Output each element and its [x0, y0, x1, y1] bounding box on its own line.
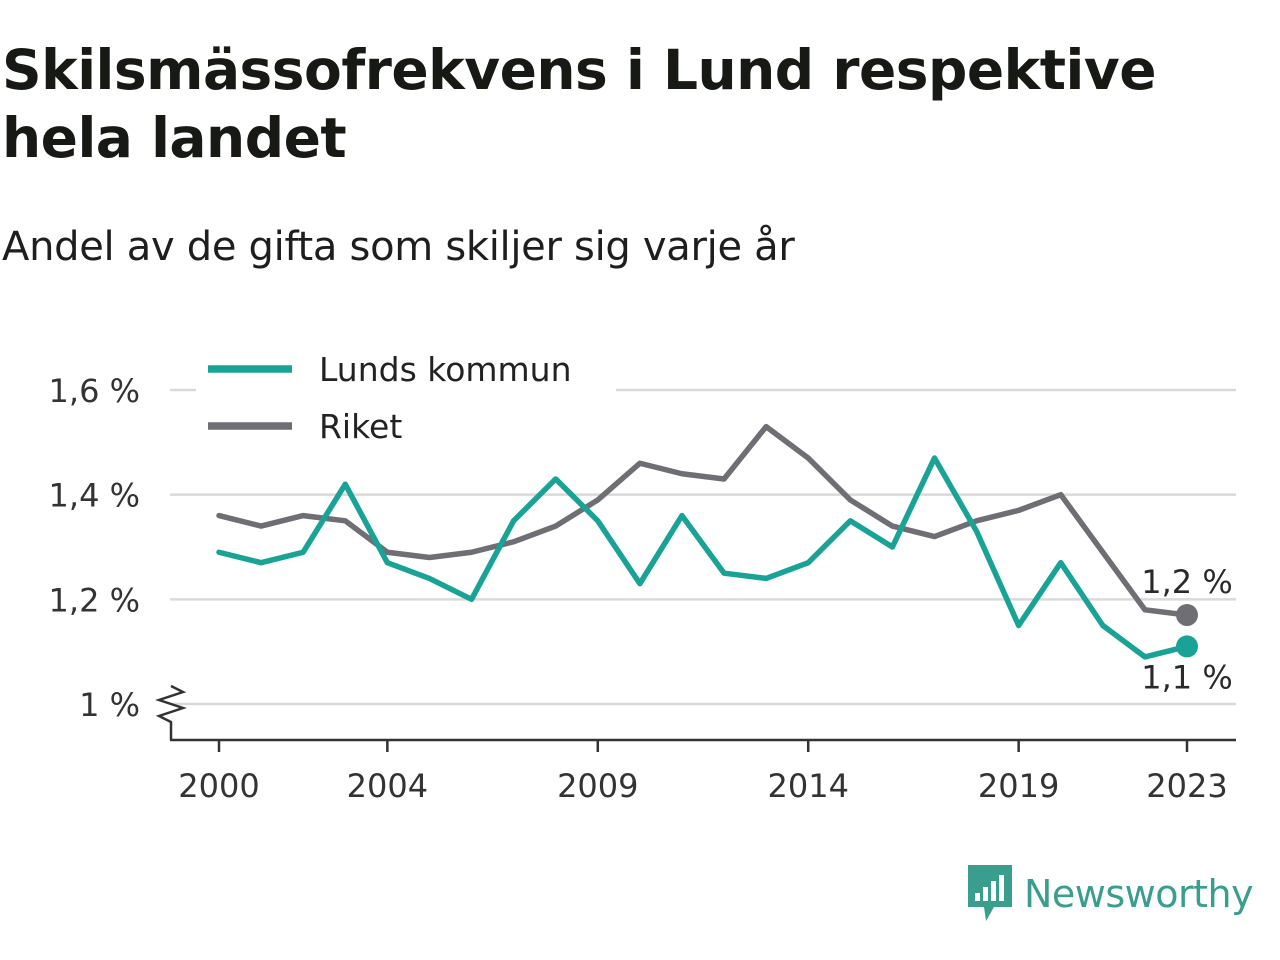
legend: Lunds kommun Riket: [196, 340, 616, 452]
chart-subtitle: Andel av de gifta som skiljer sig varje …: [2, 224, 795, 270]
x-tick-label: 2023: [1146, 767, 1227, 805]
x-tick-label: 2014: [767, 767, 848, 805]
end-labels: 1,2 % 1,1 %: [1141, 563, 1232, 696]
legend-background: [196, 340, 616, 452]
end-label-riket: 1,2 %: [1141, 563, 1232, 601]
x-tick-label: 2019: [978, 767, 1059, 805]
legend-label: Lunds kommun: [319, 350, 572, 389]
x-tick-label: 2004: [347, 767, 428, 805]
series-line-lunds-kommun: [216, 455, 1190, 660]
end-label-lunds-kommun: 1,1 %: [1141, 658, 1232, 696]
brand-logo: Newsworthy: [964, 862, 1254, 926]
x-tick-label: 2009: [557, 767, 638, 805]
chart-title: Skilsmässofrekvens i Lund respektive hel…: [2, 38, 1157, 170]
x-tick-label: 2000: [178, 767, 259, 805]
axes: 1 % 1,2 % 1,4 % 1,6 % 2000 2004 2009 2014 2019 20…: [49, 372, 1236, 805]
series-lines: [216, 423, 1198, 660]
end-point-marker: [1176, 635, 1198, 658]
y-tick-label: 1 %: [79, 686, 140, 724]
y-tick-label: 1,2 %: [49, 581, 140, 619]
newsworthy-logo-icon: [968, 865, 1012, 921]
y-tick-label: 1,6 %: [49, 372, 140, 410]
line-chart: 1 % 1,2 % 1,4 % 1,6 % 2000 2004 2009 2014 2019 20…: [48, 340, 1236, 805]
axis-break-icon: [155, 684, 187, 740]
legend-label: Riket: [319, 407, 402, 446]
brand-name: Newsworthy: [1024, 872, 1254, 916]
end-point-marker: [1176, 604, 1198, 627]
y-tick-label: 1,4 %: [49, 477, 140, 515]
